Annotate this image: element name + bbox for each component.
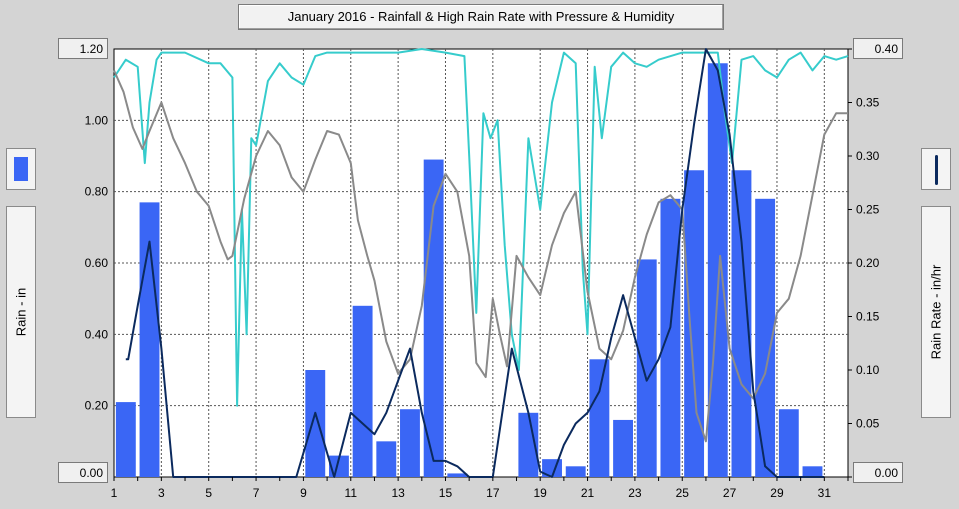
y-tick-label: 0.60 <box>85 256 109 270</box>
x-tick-label: 19 <box>534 486 548 500</box>
rain-bar <box>613 419 634 477</box>
x-tick-label: 11 <box>345 486 358 500</box>
y2-tick-label: 0.30 <box>856 149 880 163</box>
rain-bar <box>352 305 373 477</box>
x-tick-label: 13 <box>391 486 405 500</box>
y2-tick-label: 0.05 <box>856 417 880 431</box>
x-tick-label: 1 <box>111 486 118 500</box>
rain-bar <box>731 170 752 477</box>
humidity-line <box>113 48 849 407</box>
x-tick-label: 7 <box>253 486 260 500</box>
rain-bar <box>589 359 610 477</box>
y-tick-label: 0.80 <box>85 185 109 199</box>
rain-axis-label-box: Rain - in <box>6 206 36 418</box>
y-axis-ticks: 0.20 0.40 0.60 0.80 1.00 <box>85 113 109 412</box>
x-tick-label: 29 <box>770 486 784 500</box>
rain-bar <box>328 455 349 477</box>
y2-tick-label: 0.25 <box>856 203 880 217</box>
rain-bar <box>660 198 681 478</box>
x-tick-label: 23 <box>628 486 642 500</box>
x-tick-label: 21 <box>581 486 595 500</box>
x-tick-label: 31 <box>818 486 832 500</box>
grid-lines <box>114 49 848 477</box>
y2-tick-label: 0.15 <box>856 310 880 324</box>
series-lines <box>113 48 849 478</box>
rain-bar <box>778 409 799 477</box>
rain-bar <box>755 198 776 478</box>
rain-bar <box>423 159 444 478</box>
rain-bar <box>684 170 705 477</box>
chart-title: January 2016 - Rainfall & High Rain Rate… <box>238 4 724 30</box>
rain-bar <box>400 409 420 477</box>
rain-rate-legend-swatch <box>921 148 951 190</box>
x-axis-ticks: 1 3 5 7 9 11 13 15 17 19 21 23 25 27 29 31 <box>111 477 849 500</box>
y2-tick-label: 0.35 <box>856 96 880 110</box>
x-tick-label: 9 <box>300 486 307 500</box>
y-tick-label: 0.20 <box>85 399 109 413</box>
rain-bar <box>115 402 136 477</box>
rain-rate-line <box>125 48 825 478</box>
y2-tick-label: 0.10 <box>856 363 880 377</box>
rain-bar <box>707 63 728 478</box>
rain-swatch-icon <box>14 157 28 181</box>
rain-rate-line-icon <box>935 155 938 185</box>
y2-axis-ticks: 0.05 0.10 0.15 0.20 0.25 0.30 0.35 <box>848 48 880 478</box>
rain-rate-axis-label-box: Rain Rate - in/hr <box>921 206 951 418</box>
y-axis-bottom-readout: 0.00 <box>58 462 108 483</box>
y2-axis-bottom-readout: 0.00 <box>853 462 903 483</box>
y-axis-top-readout: 1.20 <box>58 38 108 59</box>
rain-bar <box>802 466 823 477</box>
x-tick-label: 17 <box>486 486 500 500</box>
x-tick-label: 25 <box>676 486 690 500</box>
rain-bar <box>518 412 539 477</box>
y2-tick-label: 0.20 <box>856 256 880 270</box>
x-tick-label: 27 <box>723 486 737 500</box>
y-tick-label: 0.40 <box>85 327 109 341</box>
rain-bar <box>565 466 586 477</box>
rain-legend-swatch <box>6 148 36 190</box>
rain-bar <box>636 259 657 477</box>
rain-bar <box>305 370 326 477</box>
pressure-line <box>113 69 848 443</box>
y2-axis-top-readout: 0.40 <box>853 38 903 59</box>
rain-bar <box>376 441 397 477</box>
y-tick-label: 1.00 <box>85 113 109 127</box>
x-tick-label: 3 <box>158 486 165 500</box>
rain-bar <box>447 473 468 477</box>
x-tick-label: 15 <box>439 486 453 500</box>
x-tick-label: 5 <box>205 486 212 500</box>
